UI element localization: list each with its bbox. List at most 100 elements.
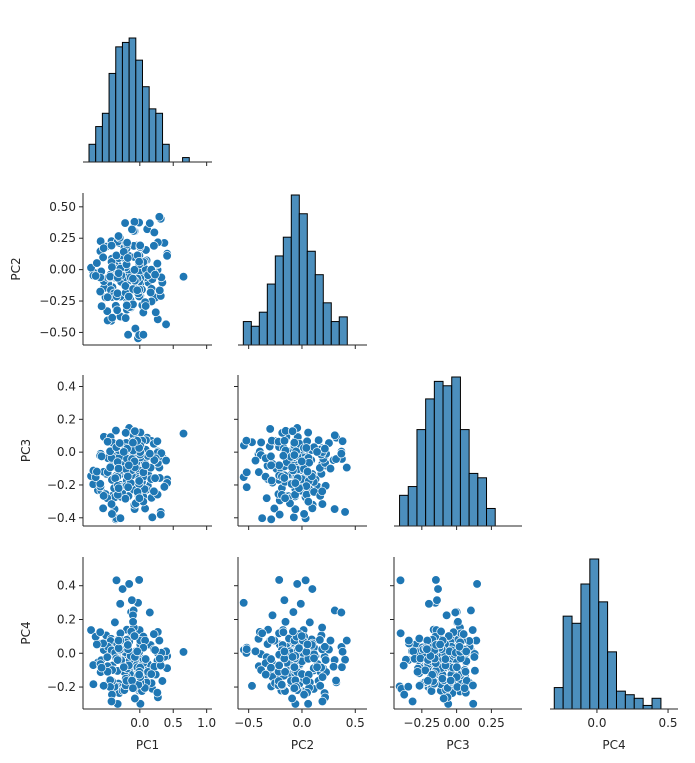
scatter-point [266, 663, 276, 673]
y-tick-label: 0.4 [57, 379, 76, 393]
scatter-point [317, 696, 328, 707]
panel-PC1-vs-PC1 [83, 37, 212, 166]
scatter-point [157, 676, 168, 686]
scatter-point [342, 635, 352, 646]
scatter-point [266, 654, 276, 664]
y-tick-label: 0.4 [57, 579, 76, 593]
scatter-point [287, 693, 297, 704]
panel-PC2-vs-PC2 [238, 194, 367, 349]
scatter-point [128, 438, 138, 448]
y-tick-label: −0.2 [47, 680, 76, 694]
scatter-point [105, 271, 115, 282]
scatter-point [422, 635, 432, 646]
scatter-point [301, 676, 312, 686]
scatter-point [92, 639, 102, 650]
scatter-point [329, 504, 340, 514]
x-tick-label: 0.5 [346, 716, 365, 730]
scatter-point [152, 436, 163, 446]
scatter-point [159, 482, 170, 492]
scatter-point [468, 625, 478, 635]
scatter-point [403, 682, 413, 692]
scatter-point [437, 674, 447, 684]
scatter-point [149, 227, 159, 238]
hist-bar-PC4-10 [642, 704, 653, 710]
scatter-point [102, 292, 113, 302]
scatter-point [423, 676, 433, 686]
y-axis-label-PC4: PC4 [19, 621, 33, 644]
y-tick-label: −0.4 [47, 511, 76, 525]
hist-bar-PC3-1 [407, 486, 418, 527]
scatter-point [317, 499, 328, 509]
scatter-point [407, 696, 418, 707]
scatter-point [472, 579, 482, 589]
scatter-point [96, 451, 107, 462]
scatter-point [436, 626, 446, 637]
scatter-point [307, 584, 317, 594]
scatter-point [468, 680, 478, 691]
x-axis-label-PC4: PC4 [602, 738, 625, 752]
scatter-point [98, 252, 108, 263]
scatter-point [129, 631, 140, 641]
scatter-point [312, 662, 322, 672]
scatter-point [91, 271, 101, 281]
scatter-point [446, 675, 456, 686]
scatter-point [113, 268, 124, 278]
scatter-point [124, 460, 134, 470]
scatter-point [128, 273, 138, 284]
scatter-point [275, 509, 285, 520]
scatter-point [395, 628, 406, 638]
scatter-point [266, 514, 276, 524]
scatter-point [130, 693, 140, 704]
scatter-point [274, 660, 284, 671]
scatter-point [325, 635, 336, 646]
scatter-point [115, 599, 125, 609]
scatter-point [132, 646, 142, 657]
scatter-point [459, 683, 470, 693]
hist-bar-PC4-4 [589, 558, 600, 710]
scatter-point [302, 639, 313, 650]
scatter-point [134, 575, 144, 585]
scatter-point [132, 285, 142, 295]
scatter-point [287, 462, 297, 473]
scatter-point [111, 250, 122, 261]
scatter-point [112, 288, 123, 298]
hist-bar-PC4-2 [571, 622, 582, 710]
scatter-point [274, 460, 284, 470]
panel-PC4-vs-PC1: 0.0 0.5 1.0 −0.2 0.0 0.2 0.4 [47, 557, 216, 730]
scatter-point [256, 437, 266, 448]
hist-bar-PC2-10 [322, 302, 332, 346]
scatter-point [112, 655, 123, 665]
scatter-point [242, 467, 252, 477]
scatter-point [122, 238, 132, 248]
scatter-point [99, 243, 109, 253]
scatter-point [123, 330, 133, 340]
hist-bar-PC4-0 [553, 687, 564, 710]
scatter-point [124, 579, 134, 589]
scatter-point [120, 218, 130, 228]
scatter-point [303, 699, 313, 709]
scatter-point [106, 499, 117, 509]
scatter-point [432, 595, 442, 605]
scatter-point [288, 607, 299, 617]
hist-bar-PC2-1 [250, 325, 260, 346]
x-tick-label: 0.0 [292, 716, 311, 730]
scatter-point [141, 460, 151, 470]
x-axis-label-PC1: PC1 [136, 738, 159, 752]
scatter-point [307, 503, 318, 513]
scatter-point [395, 575, 406, 585]
hist-bar-PC1-7 [135, 59, 143, 163]
scatter-point [127, 595, 137, 605]
scatter-point [134, 493, 145, 503]
scatter-point [287, 426, 298, 436]
scatter-point [336, 607, 346, 618]
scatter-point [288, 626, 298, 637]
x-tick-label: −0.5 [234, 716, 263, 730]
scatter-point [297, 456, 307, 467]
scatter-point [121, 428, 131, 438]
scatter-point [127, 675, 137, 686]
scatter-point [124, 291, 134, 302]
scatter-point [128, 617, 138, 627]
y-tick-label: 0.2 [57, 612, 76, 626]
scatter-point [303, 496, 314, 507]
scatter-point [280, 617, 291, 627]
